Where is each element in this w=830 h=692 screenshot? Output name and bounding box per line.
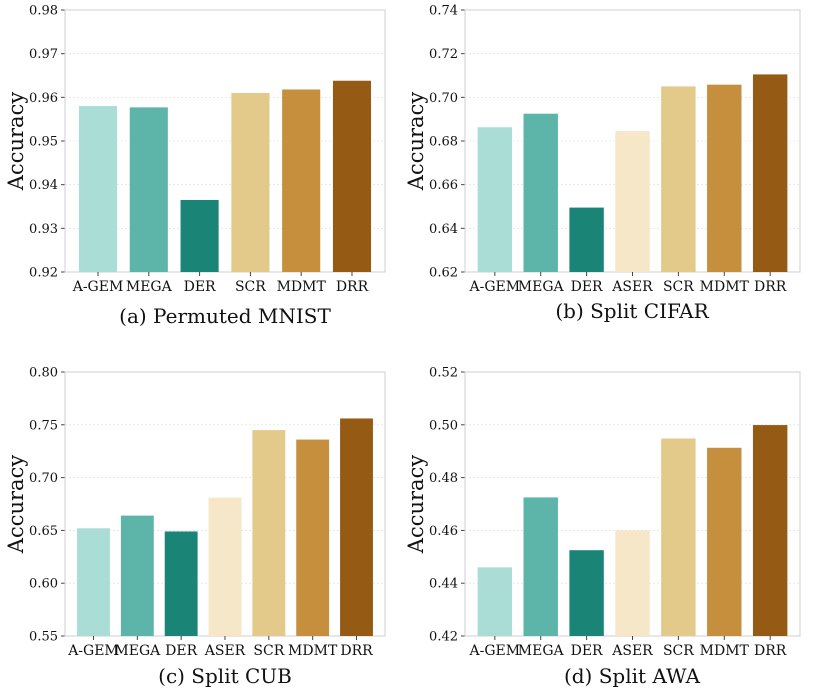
- bar-drr: [752, 425, 788, 636]
- x-tick-label: MDMT: [700, 279, 750, 295]
- x-tick-label: SCR: [235, 279, 266, 295]
- y-tick-label: 0.60: [29, 577, 58, 592]
- bar-drr: [332, 80, 372, 273]
- bar-mdmt: [282, 89, 321, 273]
- y-tick-label: 0.42: [429, 630, 458, 645]
- x-tick-label: ASER: [204, 643, 246, 659]
- bar-mdmt: [296, 439, 330, 636]
- chart-title: (b) Split CIFAR: [555, 299, 709, 323]
- y-tick-label: 0.72: [429, 47, 458, 62]
- y-tick-label: 0.55: [29, 630, 58, 645]
- y-tick-label: 0.95: [29, 135, 58, 150]
- x-tick-label: MDMT: [277, 279, 327, 295]
- y-tick-label: 0.66: [429, 178, 458, 193]
- bar-aser: [615, 530, 650, 636]
- x-tick-label: DRR: [754, 279, 787, 295]
- y-tick-label: 0.50: [429, 418, 458, 433]
- y-tick-label: 0.92: [29, 266, 58, 281]
- plot-frame: [64, 9, 386, 273]
- bar-mega: [523, 113, 558, 272]
- y-tick-label: 0.62: [429, 266, 458, 281]
- x-tick-label: SCR: [253, 643, 284, 659]
- bar-der: [180, 199, 219, 272]
- x-tick-label: A-GEM: [469, 279, 521, 295]
- y-tick-label: 0.70: [429, 91, 458, 106]
- x-tick-label: A-GEM: [67, 643, 119, 659]
- x-tick-label: DRR: [754, 643, 787, 659]
- y-axis-label: Accuracy: [4, 92, 28, 192]
- y-axis-label: Accuracy: [404, 455, 428, 555]
- x-tick-label: MEGA: [126, 279, 173, 295]
- x-tick-label: SCR: [663, 643, 694, 659]
- y-tick-label: 0.44: [429, 577, 458, 592]
- chart-title: (d) Split AWA: [564, 664, 701, 688]
- bar-a-gem: [477, 567, 513, 636]
- x-tick-label: MEGA: [518, 279, 565, 295]
- y-tick-label: 0.98: [29, 4, 58, 19]
- y-tick-label: 0.93: [29, 222, 58, 237]
- x-tick-label: DRR: [340, 643, 373, 659]
- bar-scr: [661, 86, 696, 273]
- x-tick-label: MEGA: [518, 643, 565, 659]
- x-tick-label: ASER: [611, 643, 653, 659]
- y-tick-label: 0.68: [429, 135, 458, 150]
- bar-scr: [252, 430, 286, 636]
- bar-a-gem: [77, 528, 110, 636]
- y-tick-label: 0.46: [429, 524, 458, 539]
- y-tick-label: 0.97: [29, 47, 58, 62]
- y-tick-label: 0.48: [429, 471, 458, 486]
- bar-scr: [231, 92, 270, 272]
- x-tick-label: DER: [184, 279, 216, 295]
- bar-mdmt: [707, 447, 742, 636]
- y-tick-label: 0.65: [29, 524, 58, 539]
- bar-aser: [208, 497, 242, 636]
- bar-der: [164, 531, 198, 636]
- x-tick-label: DER: [571, 643, 603, 659]
- x-tick-label: A-GEM: [469, 643, 521, 659]
- y-tick-label: 0.64: [429, 222, 458, 237]
- chart-title: (c) Split CUB: [158, 664, 292, 688]
- bar-mega: [523, 497, 558, 636]
- bar-der: [569, 207, 604, 272]
- y-tick-label: 0.75: [29, 418, 58, 433]
- x-tick-label: MDMT: [288, 643, 338, 659]
- bar-a-gem: [78, 106, 118, 272]
- bar-der: [569, 550, 604, 636]
- x-tick-label: DER: [165, 643, 197, 659]
- bar-aser: [615, 131, 650, 272]
- bar-drr: [752, 74, 788, 273]
- bar-mega: [120, 515, 154, 636]
- bar-drr: [340, 418, 373, 636]
- y-tick-label: 0.74: [429, 4, 458, 19]
- x-tick-label: DER: [571, 279, 603, 295]
- x-tick-label: A-GEM: [72, 279, 124, 295]
- bar-a-gem: [477, 127, 513, 273]
- y-axis-label: Accuracy: [4, 455, 28, 555]
- bar-mdmt: [707, 84, 742, 272]
- y-tick-label: 0.70: [29, 471, 58, 486]
- chart-title: (a) Permuted MNIST: [119, 304, 331, 328]
- y-tick-label: 0.80: [29, 366, 58, 381]
- chart-panel-1: 0.92 0.93 0.94 0.95 0.96 0.97 0.98 A-GEM MEGA DER…: [4, 4, 386, 328]
- x-tick-label: ASER: [611, 279, 653, 295]
- bar-mega: [129, 107, 168, 272]
- x-tick-label: MDMT: [700, 643, 750, 659]
- bar-scr: [661, 438, 696, 636]
- x-tick-label: DRR: [336, 279, 369, 295]
- y-tick-label: 0.52: [429, 366, 458, 381]
- y-tick-label: 0.96: [29, 91, 58, 106]
- y-tick-label: 0.94: [29, 178, 58, 193]
- x-tick-label: SCR: [663, 279, 694, 295]
- y-axis-label: Accuracy: [404, 92, 428, 192]
- x-tick-label: MEGA: [114, 643, 161, 659]
